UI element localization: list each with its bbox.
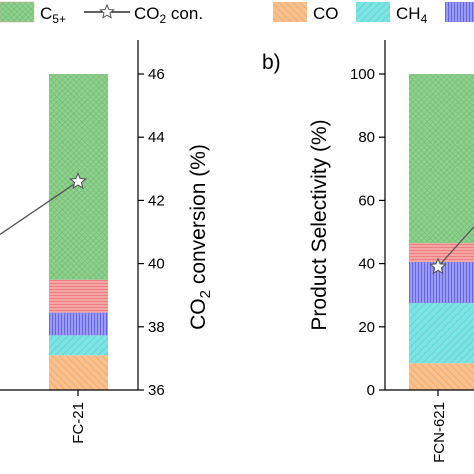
panel-a-segment-series3: [49, 312, 108, 336]
panel-b-y-tick-label-0: 0: [367, 382, 375, 399]
legend-label-c5: C5+: [40, 4, 66, 26]
panel-a-right-tick-label-40: 40: [148, 256, 165, 273]
panel-a-right-tick-label-38: 38: [148, 319, 165, 336]
panel-b-segment-series4: [409, 243, 474, 263]
panel-a-right-tick-label-36: 36: [148, 382, 165, 399]
panel-a-right-tick-label-44: 44: [148, 129, 165, 146]
panel-b-bar-stack: [409, 74, 474, 390]
panel-b-segment-co: [409, 363, 474, 390]
panel-a-co2-line: [0, 180, 79, 235]
panel-a-bar-stack: [49, 74, 108, 390]
panel-a-right-axis-title: CO2 conversion (%): [187, 144, 214, 330]
panel-b-co2-star: [429, 257, 447, 275]
panel-b-y-axis-title: Product Selectivity (%): [308, 119, 331, 330]
legend-label-ch4: CH4: [396, 4, 428, 26]
panel-b-x-tick-label: FCN-621: [431, 402, 448, 463]
panel-b-y-ticks: 0 20 40 60 80 100: [350, 66, 385, 399]
panel-b-y-tick-label-40: 40: [358, 256, 375, 273]
panel-a-co2-star: [69, 172, 87, 190]
legend-star-marker: [99, 3, 115, 19]
panel-a-segment-ch4: [49, 335, 108, 356]
legend-swatch-co: [273, 2, 307, 22]
legend-label-co2: CO2 con.: [134, 4, 203, 26]
panel-b-y-tick-label-100: 100: [350, 66, 375, 83]
panel-a-segment-series4: [49, 279, 108, 313]
panel-a: 36 38 40 42 44 46 FC-21 CO2 conversion (%): [0, 40, 214, 444]
panel-b: b) Product Selectivity (%) 020406080100 …: [262, 40, 474, 463]
panel-a-right-ticks: 36 38 40 42 44 46: [138, 66, 165, 399]
panel-b-y-tick-label-80: 80: [358, 129, 375, 146]
panel-b-segment-c5: [409, 74, 474, 244]
panel-a-right-tick-label-42: 42: [148, 192, 165, 209]
panel-b-y-tick-label-60: 60: [358, 192, 375, 209]
panel-b-segment-ch4: [409, 303, 474, 364]
panel-a-segment-co: [49, 355, 108, 390]
legend-swatch-c5: [0, 1, 35, 23]
legend-swatch-blue: [445, 2, 474, 22]
panel-b-label: b): [262, 51, 281, 74]
legend-swatch-ch4: [356, 2, 390, 22]
panel-a-x-tick-label: FC-21: [70, 402, 87, 444]
panel-b-co2-line: [437, 226, 474, 268]
panel-a-right-tick-label-46: 46: [148, 66, 165, 83]
panel-b-y-tick-label-20: 20: [358, 319, 375, 336]
legend-label-co: CO: [313, 4, 339, 23]
legend: C5+ CO2 con. CO CH4: [0, 1, 474, 26]
